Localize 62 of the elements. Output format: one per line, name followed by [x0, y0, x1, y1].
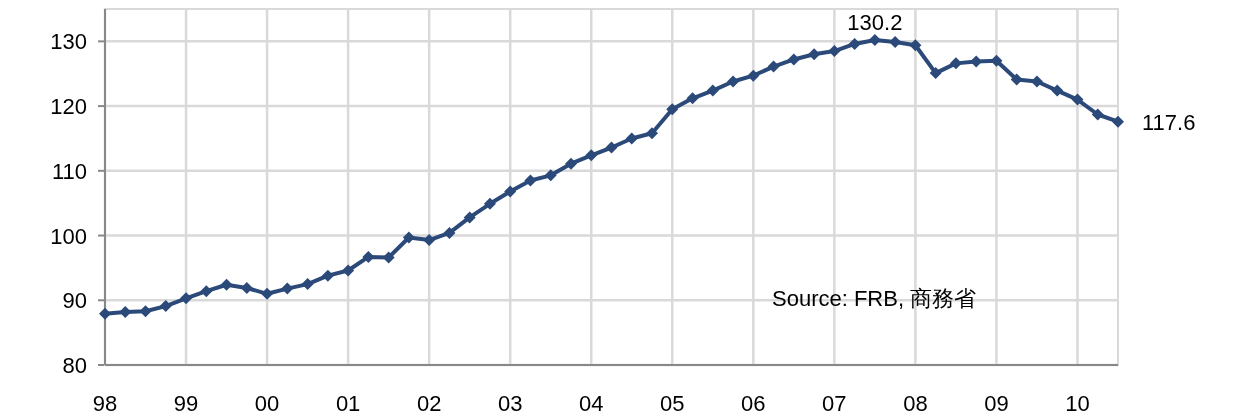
- point: [301, 278, 314, 291]
- point: [423, 234, 436, 247]
- x-tick-label: 99: [173, 391, 199, 416]
- point: [585, 149, 598, 162]
- point: [787, 53, 800, 66]
- point: [949, 57, 962, 70]
- point: [180, 292, 193, 305]
- point: [808, 48, 821, 61]
- y-tick-label: 110: [51, 158, 87, 184]
- x-tick-label: 03: [497, 391, 523, 416]
- y-tick-label: 130: [50, 29, 87, 55]
- point: [261, 287, 274, 300]
- point: [99, 307, 111, 320]
- point: [666, 103, 679, 116]
- annotation: Source: FRB, 商務省: [772, 286, 977, 311]
- y-tick-label: 120: [50, 94, 87, 120]
- point: [727, 75, 740, 88]
- point: [929, 67, 942, 80]
- x-tick-label: 02: [416, 391, 442, 416]
- annotation: 130.2: [847, 10, 903, 36]
- point: [402, 231, 415, 244]
- point: [220, 278, 233, 291]
- annotation: 117.6: [1142, 109, 1196, 135]
- point: [909, 39, 922, 52]
- point: [463, 211, 476, 224]
- point: [544, 169, 557, 182]
- point: [504, 185, 517, 198]
- point: [747, 69, 760, 82]
- point: [828, 45, 841, 58]
- point: [767, 60, 780, 73]
- x-tick-label: 05: [660, 391, 685, 416]
- y-tick-label: 80: [62, 353, 87, 378]
- point: [686, 92, 699, 105]
- point: [646, 127, 659, 140]
- point: [443, 226, 456, 239]
- point: [625, 132, 638, 145]
- x-tick-label: 08: [903, 391, 928, 416]
- point: [321, 269, 334, 282]
- point: [706, 84, 719, 97]
- point: [1112, 115, 1124, 128]
- x-tick-label: 06: [741, 391, 766, 416]
- x-tick-label: 01: [335, 391, 361, 416]
- point: [564, 157, 577, 170]
- point: [524, 174, 537, 187]
- y-tick-label: 90: [62, 288, 87, 314]
- x-tick-label: 04: [579, 391, 604, 416]
- point: [159, 300, 172, 313]
- x-tick-label: 09: [984, 391, 1009, 416]
- point: [848, 37, 861, 50]
- point: [200, 285, 213, 298]
- point: [1091, 108, 1104, 121]
- x-tick-label: 00: [254, 391, 280, 416]
- x-tick-label: 98: [92, 391, 118, 416]
- x-tick-label: 07: [822, 391, 847, 416]
- point: [342, 264, 355, 277]
- y-tick-label: 100: [50, 223, 87, 249]
- point: [1051, 84, 1064, 97]
- x-tick-label: 10: [1065, 391, 1090, 416]
- point: [281, 282, 294, 295]
- point: [605, 141, 618, 154]
- point: [483, 197, 496, 210]
- point: [1071, 93, 1084, 106]
